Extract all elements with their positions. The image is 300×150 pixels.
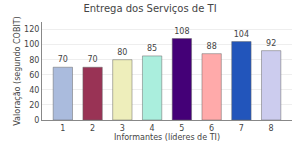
svg-text:120: 120 [24, 25, 39, 34]
svg-text:5: 5 [179, 124, 184, 133]
svg-text:60: 60 [29, 71, 39, 80]
svg-text:Entrega dos Serviços de TI: Entrega dos Serviços de TI [83, 3, 216, 14]
svg-text:1: 1 [60, 124, 65, 133]
svg-text:Informantes (líderes de TI): Informantes (líderes de TI) [114, 133, 220, 142]
svg-text:92: 92 [266, 39, 276, 48]
svg-text:70: 70 [88, 55, 98, 64]
svg-text:70: 70 [58, 55, 68, 64]
svg-text:40: 40 [29, 86, 39, 95]
svg-text:88: 88 [207, 42, 217, 51]
svg-text:20: 20 [29, 101, 39, 110]
svg-text:4: 4 [150, 124, 155, 133]
svg-text:3: 3 [120, 124, 125, 133]
svg-text:80: 80 [29, 55, 39, 64]
svg-text:7: 7 [239, 124, 244, 133]
svg-text:0: 0 [34, 116, 39, 125]
svg-text:Valoração (segundo COBIT): Valoração (segundo COBIT) [13, 16, 22, 125]
svg-text:104: 104 [234, 30, 249, 39]
svg-text:80: 80 [117, 48, 127, 57]
svg-text:85: 85 [147, 44, 157, 53]
svg-text:8: 8 [269, 124, 274, 133]
svg-text:6: 6 [209, 124, 214, 133]
svg-text:2: 2 [90, 124, 95, 133]
svg-text:100: 100 [24, 40, 39, 49]
svg-text:108: 108 [174, 27, 189, 36]
